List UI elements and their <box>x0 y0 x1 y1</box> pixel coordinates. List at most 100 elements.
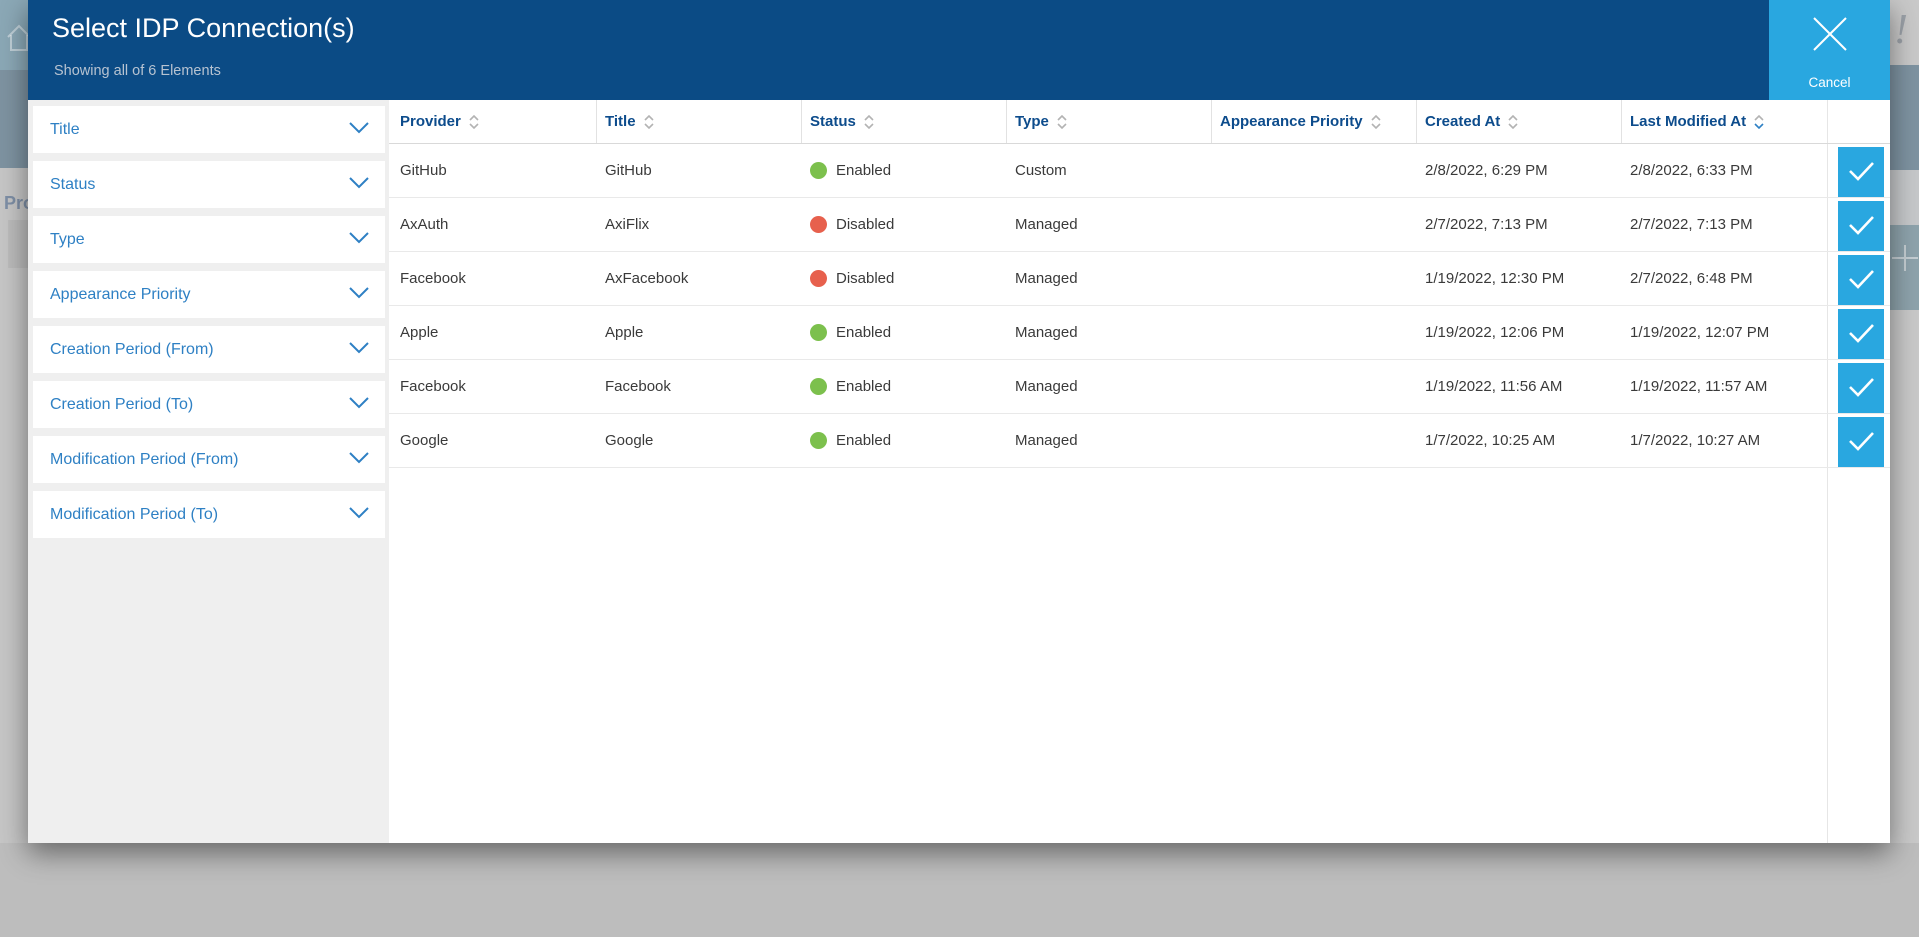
sort-icon <box>644 114 654 129</box>
cell-type: Managed <box>1015 378 1078 395</box>
background-right-fragment <box>1890 0 1919 65</box>
row-select-checkbox[interactable] <box>1838 309 1884 359</box>
column-header[interactable]: Type <box>1006 100 1220 143</box>
checkbox-column-divider <box>1827 100 1828 843</box>
exclamation-glyph: ! <box>1894 7 1908 53</box>
sort-icon <box>1057 114 1067 129</box>
filter-label: Appearance Priority <box>50 285 191 303</box>
column-header[interactable]: Status <box>801 100 1015 143</box>
chevron-down-icon <box>348 231 370 249</box>
filter-label: Type <box>50 230 85 248</box>
table-row: AxAuth AxiFlix Disabled Managed 2/7/2022… <box>389 198 1890 252</box>
chevron-down-icon <box>348 121 370 139</box>
cell-last-modified-at: 1/19/2022, 11:57 AM <box>1630 378 1768 395</box>
filter-accordion-item[interactable]: Creation Period (To) <box>33 381 385 428</box>
row-select-checkbox[interactable] <box>1838 255 1884 305</box>
cell-title: Facebook <box>605 378 671 395</box>
sort-icon <box>864 114 874 129</box>
dialog-subtitle: Showing all of 6 Elements <box>54 63 221 79</box>
cell-status: Disabled <box>810 198 1015 251</box>
cell-appearance-priority <box>1220 306 1425 359</box>
column-header[interactable]: Created At <box>1416 100 1630 143</box>
cell-status: Enabled <box>810 414 1015 467</box>
cell-last-modified-at: 2/7/2022, 6:48 PM <box>1630 270 1753 287</box>
checkmark-icon <box>1848 323 1875 346</box>
close-icon <box>1810 1 1850 57</box>
filter-label: Modification Period (From) <box>50 450 239 468</box>
checkmark-icon <box>1848 161 1875 184</box>
table-row: Facebook Facebook Enabled Managed 1/19/2… <box>389 360 1890 414</box>
cell-last-modified-at: 2/8/2022, 6:33 PM <box>1630 162 1753 179</box>
cell-appearance-priority <box>1220 414 1425 467</box>
chevron-down-icon <box>348 396 370 414</box>
table-row: GitHub GitHub Enabled Custom 2/8/2022, 6… <box>389 144 1890 198</box>
cell-title: Apple <box>605 324 644 341</box>
column-header-label: Type <box>1015 113 1049 130</box>
column-header-label: Appearance Priority <box>1220 113 1363 130</box>
cell-created-at: 2/7/2022, 7:13 PM <box>1425 216 1548 233</box>
cell-status: Enabled <box>810 144 1015 197</box>
cell-appearance-priority <box>1220 144 1425 197</box>
status-label: Enabled <box>836 432 892 449</box>
cell-provider: Facebook <box>400 378 466 395</box>
filter-label: Creation Period (From) <box>50 340 214 358</box>
chevron-down-icon <box>348 451 370 469</box>
status-dot <box>810 216 827 233</box>
cell-appearance-priority <box>1220 198 1425 251</box>
status-label: Enabled <box>836 378 892 395</box>
cell-title: AxiFlix <box>605 216 650 233</box>
filter-label: Modification Period (To) <box>50 505 219 523</box>
filter-accordion-item[interactable]: Modification Period (To) <box>33 491 385 538</box>
filter-accordion-item[interactable]: Type <box>33 216 385 263</box>
column-header-label: Last Modified At <box>1630 113 1747 130</box>
cell-provider: Facebook <box>400 270 466 287</box>
filter-accordion-item[interactable]: Modification Period (From) <box>33 436 385 483</box>
column-header-label: Status <box>810 113 856 130</box>
filter-accordion-item[interactable]: Title <box>33 106 385 153</box>
column-header[interactable]: Provider <box>400 100 605 143</box>
filter-accordion-item[interactable]: Status <box>33 161 385 208</box>
chevron-down-icon <box>348 506 370 524</box>
chevron-down-icon <box>348 286 370 304</box>
cell-provider: Google <box>400 432 449 449</box>
filter-accordion-item[interactable]: Creation Period (From) <box>33 326 385 373</box>
plus-icon <box>1892 245 1918 276</box>
background-content-fragment <box>0 168 28 843</box>
sort-icon <box>469 114 479 129</box>
background-right-fragment-2 <box>1890 170 1919 225</box>
background-topbar-fragment <box>0 0 28 70</box>
cell-last-modified-at: 2/7/2022, 7:13 PM <box>1630 216 1753 233</box>
select-idp-connections-dialog: Select IDP Connection(s) Showing all of … <box>28 0 1890 843</box>
status-dot <box>810 270 827 287</box>
status-label: Enabled <box>836 324 892 341</box>
cell-type: Managed <box>1015 324 1078 341</box>
cell-status: Enabled <box>810 360 1015 413</box>
column-header[interactable]: Appearance Priority <box>1211 100 1425 143</box>
status-label: Enabled <box>836 162 892 179</box>
row-select-checkbox[interactable] <box>1838 147 1884 197</box>
column-header[interactable]: Title <box>596 100 810 143</box>
cancel-button[interactable]: Cancel <box>1769 0 1890 100</box>
column-header[interactable]: Last Modified At <box>1621 100 1827 143</box>
dialog-title: Select IDP Connection(s) <box>52 13 355 43</box>
status-dot <box>810 324 827 341</box>
cell-last-modified-at: 1/19/2022, 12:07 PM <box>1630 324 1770 341</box>
column-header-label: Created At <box>1425 113 1501 130</box>
table-header-row: Provider Title Status Type Appearance Pr… <box>389 100 1890 144</box>
cell-status: Enabled <box>810 306 1015 359</box>
cell-title: GitHub <box>605 162 652 179</box>
background-right-fragment-3 <box>1890 310 1919 843</box>
row-select-checkbox[interactable] <box>1838 201 1884 251</box>
filter-sidebar: Title Status Type Appearance Priority <box>28 100 389 843</box>
cell-created-at: 1/7/2022, 10:25 AM <box>1425 432 1556 449</box>
cell-provider: AxAuth <box>400 216 449 233</box>
filter-accordion-item[interactable]: Appearance Priority <box>33 271 385 318</box>
cell-appearance-priority <box>1220 252 1425 305</box>
row-select-checkbox[interactable] <box>1838 417 1884 467</box>
cell-status: Disabled <box>810 252 1015 305</box>
cell-last-modified-at: 1/7/2022, 10:27 AM <box>1630 432 1761 449</box>
row-select-checkbox[interactable] <box>1838 363 1884 413</box>
chevron-down-icon <box>348 341 370 359</box>
cell-provider: Apple <box>400 324 439 341</box>
cell-created-at: 1/19/2022, 11:56 AM <box>1425 378 1563 395</box>
